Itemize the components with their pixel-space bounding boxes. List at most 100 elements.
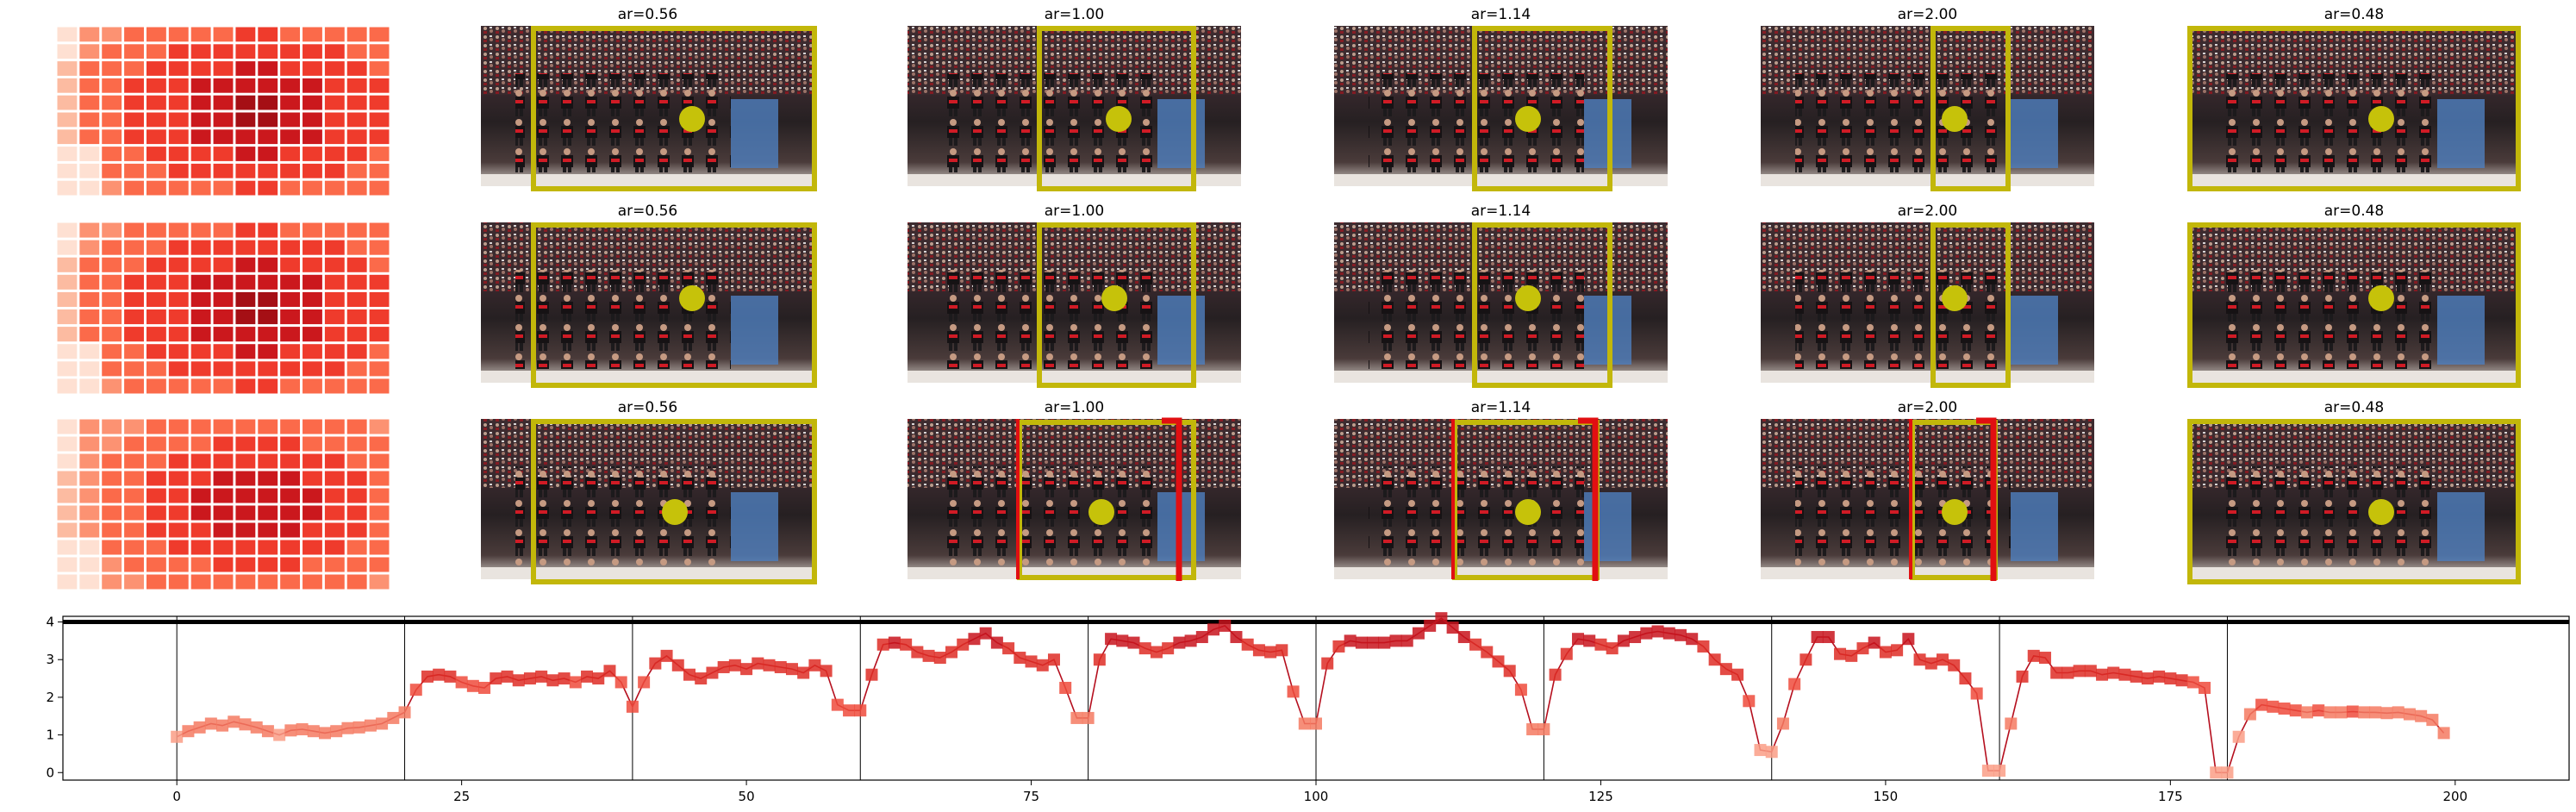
heatmap-cell: [79, 180, 100, 196]
heatmap-cell: [346, 240, 367, 255]
heatmap-cell: [168, 180, 189, 196]
data-point: [2369, 706, 2382, 719]
data-point: [752, 657, 764, 670]
data-point: [239, 718, 252, 731]
heatmap-cell: [146, 112, 166, 128]
heatmap-cell: [79, 327, 100, 342]
heatmap-cell: [303, 436, 322, 452]
heatmap-cell: [213, 61, 234, 76]
heatmap-cell: [280, 309, 301, 325]
heatmap-cell: [79, 471, 100, 486]
heatmap-cell: [303, 557, 322, 572]
data-point: [1970, 687, 1983, 700]
data-point: [2221, 766, 2234, 779]
heatmap-cell: [79, 557, 100, 572]
heatmap-cell: [213, 344, 234, 359]
y-tick-label: 2: [46, 690, 54, 705]
data-point: [1332, 640, 1345, 653]
heatmap-cell: [303, 378, 322, 394]
panel-title: ar=1.00: [1045, 399, 1105, 416]
heatmap-cell: [57, 419, 78, 434]
heatmap-cell: [124, 557, 144, 572]
heatmap-cell: [79, 505, 100, 521]
heatmap-cell: [190, 309, 211, 325]
heatmap-cell: [102, 419, 122, 434]
panel-title: ar=0.48: [2324, 399, 2385, 416]
heatmap-cell: [102, 471, 122, 486]
heatmap-cell: [79, 574, 100, 590]
heatmap-cell: [146, 488, 166, 503]
heatmap-cell: [324, 27, 345, 42]
data-point: [1708, 653, 1721, 666]
heatmap-cell: [57, 291, 78, 307]
data-point: [1799, 653, 1812, 666]
data-point: [433, 668, 446, 681]
heatmap-cell: [146, 522, 166, 538]
photo-panel: [1761, 26, 2094, 191]
heatmap-cell: [235, 222, 256, 238]
x-tick-label: 200: [2442, 789, 2467, 804]
data-point: [250, 721, 263, 734]
heatmap-cell: [235, 344, 256, 359]
data-point: [558, 672, 571, 685]
heatmap-cell: [346, 436, 367, 452]
heatmap-cell: [258, 78, 278, 93]
heatmap-cell: [213, 522, 234, 538]
data-point: [330, 725, 343, 738]
data-point: [216, 719, 229, 732]
data-point: [1116, 634, 1129, 647]
heatmap-cell: [324, 147, 345, 161]
heatmap-cell: [235, 291, 256, 307]
heatmap-cell: [146, 163, 166, 178]
heatmap-cell: [369, 309, 390, 325]
panel-title: ar=1.14: [1471, 6, 1531, 23]
heatmap-cell: [280, 163, 301, 178]
heatmap-cell: [79, 163, 100, 178]
data-point: [284, 724, 297, 737]
heatmap-cell: [346, 453, 367, 469]
heatmap-cell: [190, 505, 211, 521]
heatmap-cell: [258, 61, 278, 76]
heatmap-cell: [213, 540, 234, 555]
heatmap-cell: [146, 147, 166, 161]
heatmap-cell: [346, 27, 367, 42]
data-point: [1207, 623, 1220, 636]
alt-crop-box: [1162, 417, 1182, 581]
data-point: [1138, 642, 1151, 655]
heatmap-cell: [190, 44, 211, 59]
heatmap-cell: [124, 436, 144, 452]
heatmap-cell: [168, 274, 189, 290]
data-point: [2346, 705, 2359, 718]
data-point: [957, 638, 970, 651]
heatmap-cell: [57, 471, 78, 486]
data-point: [876, 638, 889, 651]
heatmap-cell: [324, 378, 345, 394]
data-point: [1082, 711, 1095, 724]
heatmap-cell: [235, 378, 256, 394]
data-point: [1492, 655, 1505, 668]
heatmap-cell: [369, 27, 390, 42]
heatmap-cell: [57, 522, 78, 538]
photo-panel: [1761, 222, 2094, 388]
heatmap-cell: [258, 574, 278, 590]
heatmap-cell: [124, 129, 144, 145]
heatmap-cell: [324, 505, 345, 521]
data-point: [831, 698, 844, 711]
data-point: [1879, 646, 1892, 659]
heatmap-cell: [369, 574, 390, 590]
data-point: [1583, 634, 1596, 647]
data-point: [2358, 706, 2371, 719]
x-tick-label: 25: [453, 789, 470, 804]
data-point: [1560, 647, 1573, 660]
x-tick-label: 125: [1588, 789, 1613, 804]
data-point: [1754, 744, 1767, 757]
heatmap-cell: [213, 257, 234, 272]
heatmap-cell: [303, 147, 322, 161]
heatmap-cell: [235, 522, 256, 538]
data-point: [1446, 621, 1459, 634]
heatmap-cell: [369, 378, 390, 394]
data-point: [638, 676, 651, 689]
heatmap-cell: [190, 574, 211, 590]
data-point: [1344, 634, 1357, 647]
data-point: [1014, 652, 1026, 665]
